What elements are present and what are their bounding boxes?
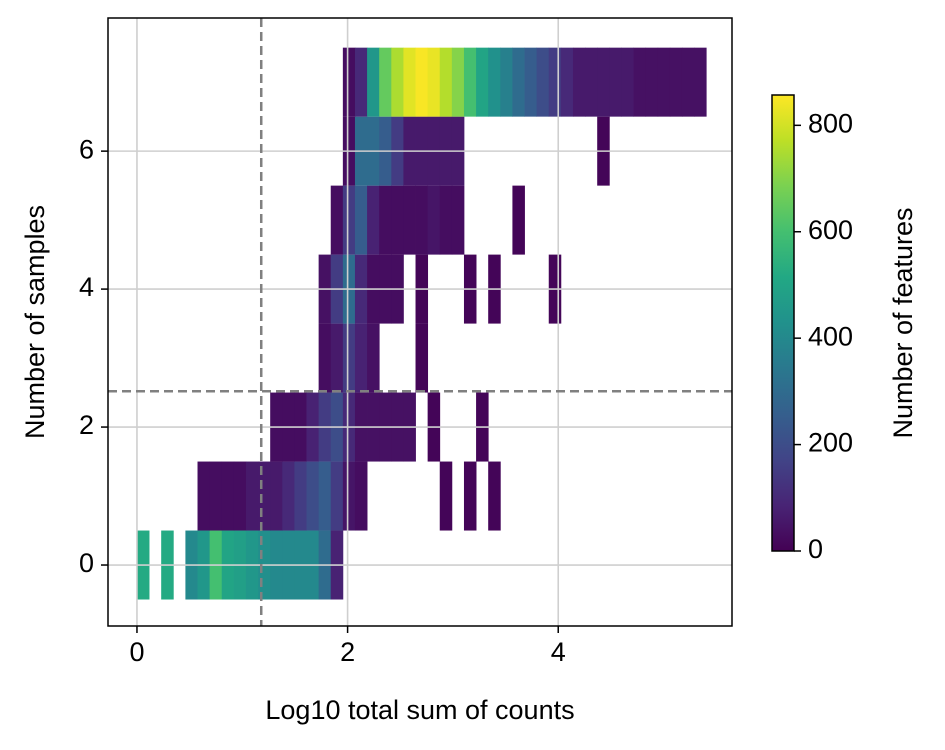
y-tick-label: 4: [79, 272, 94, 302]
heatmap-cell: [415, 323, 429, 393]
heatmap-cell: [463, 461, 477, 531]
heatmap-cell: [609, 47, 622, 117]
heatmap-cell: [342, 461, 356, 531]
heatmap-cell: [233, 461, 247, 531]
heatmap-cell: [633, 47, 647, 117]
heatmap-cell: [597, 47, 610, 117]
heatmap-cell: [476, 47, 489, 117]
colorbar-tick-label: 200: [808, 428, 853, 458]
y-tick-label: 6: [79, 134, 94, 164]
heatmap-cell: [330, 185, 344, 255]
x-tick-label: 4: [551, 637, 566, 667]
heatmap-cell: [354, 185, 368, 255]
colorbar-tick-label: 800: [808, 108, 853, 138]
heatmap-cell: [294, 461, 307, 531]
heatmap-cell: [367, 185, 380, 255]
heatmap-cell: [209, 461, 223, 531]
heatmap-cell: [451, 47, 465, 117]
heatmap-cell: [500, 47, 513, 117]
heatmap-cell: [669, 47, 683, 117]
heatmap-cell: [439, 461, 453, 531]
heatmap-cell: [439, 47, 453, 117]
heatmap-cell: [306, 461, 320, 531]
heatmap-cell: [548, 47, 562, 117]
heatmap-cell: [270, 461, 283, 531]
heatmap-cell: [318, 461, 332, 531]
heatmap-cell: [282, 461, 295, 531]
heatmap-cell: [585, 47, 598, 117]
heatmap-cell: [427, 47, 441, 117]
heatmap-cell: [488, 461, 501, 531]
heatmap-cell: [367, 47, 380, 117]
heatmap-cell: [354, 323, 368, 393]
heatmap-cell: [330, 461, 344, 531]
x-tick-label: 2: [340, 637, 355, 667]
heatmap-cell: [342, 323, 356, 393]
colorbar-tick-label: 400: [808, 321, 853, 351]
heatmap-cell: [439, 185, 453, 255]
plot-frame: [107, 17, 733, 627]
heatmap-cell: [354, 461, 368, 531]
heatmap-cell: [354, 47, 368, 117]
heatmap-cell: [524, 47, 538, 117]
heatmap-cell: [330, 323, 344, 393]
heatmap-cell: [512, 185, 525, 255]
heatmap-cell: [572, 47, 586, 117]
heatmap-cell: [427, 185, 441, 255]
colorbar-tick-label: 0: [808, 534, 823, 564]
heatmap-cell: [221, 461, 235, 531]
heatmap-cell: [391, 185, 404, 255]
heatmap-cell: [512, 47, 525, 117]
y-tick-label: 2: [79, 410, 94, 440]
heatmap-cell: [621, 47, 634, 117]
heatmap-cell: [391, 47, 404, 117]
heatmap-cell: [694, 47, 707, 117]
heatmap-cell: [379, 185, 392, 255]
heatmap-cell: [463, 47, 477, 117]
x-axis-label: Log10 total sum of counts: [265, 695, 574, 725]
heatmap-cell: [367, 323, 380, 393]
heatmap-cell: [536, 47, 550, 117]
heatmap-cell: [403, 185, 416, 255]
colorbar-label: Number of features: [888, 207, 918, 438]
heatmap-cell: [451, 185, 465, 255]
heatmap-cell: [379, 47, 392, 117]
heatmap-cell: [488, 47, 501, 117]
heatmap-cell: [560, 47, 574, 117]
heatmap-cell: [681, 47, 695, 117]
x-tick-label: 0: [129, 637, 144, 667]
y-tick-label: 0: [79, 548, 94, 578]
y-axis-label: Number of samples: [20, 205, 50, 439]
heatmap-cell: [342, 47, 356, 117]
heatmap-cell: [645, 47, 659, 117]
heatmap-cell: [415, 47, 429, 117]
heatmap-cell: [403, 47, 416, 117]
heatmap-cell: [258, 461, 271, 531]
heatmap-cell: [415, 185, 429, 255]
heatmap-cell: [245, 461, 259, 531]
heatmap-cell: [342, 185, 356, 255]
heatmap-cell: [657, 47, 671, 117]
heatmap-cell: [318, 323, 332, 393]
heatmap-cell: [197, 461, 211, 531]
colorbar: [771, 94, 795, 552]
colorbar-tick-label: 600: [808, 215, 853, 245]
